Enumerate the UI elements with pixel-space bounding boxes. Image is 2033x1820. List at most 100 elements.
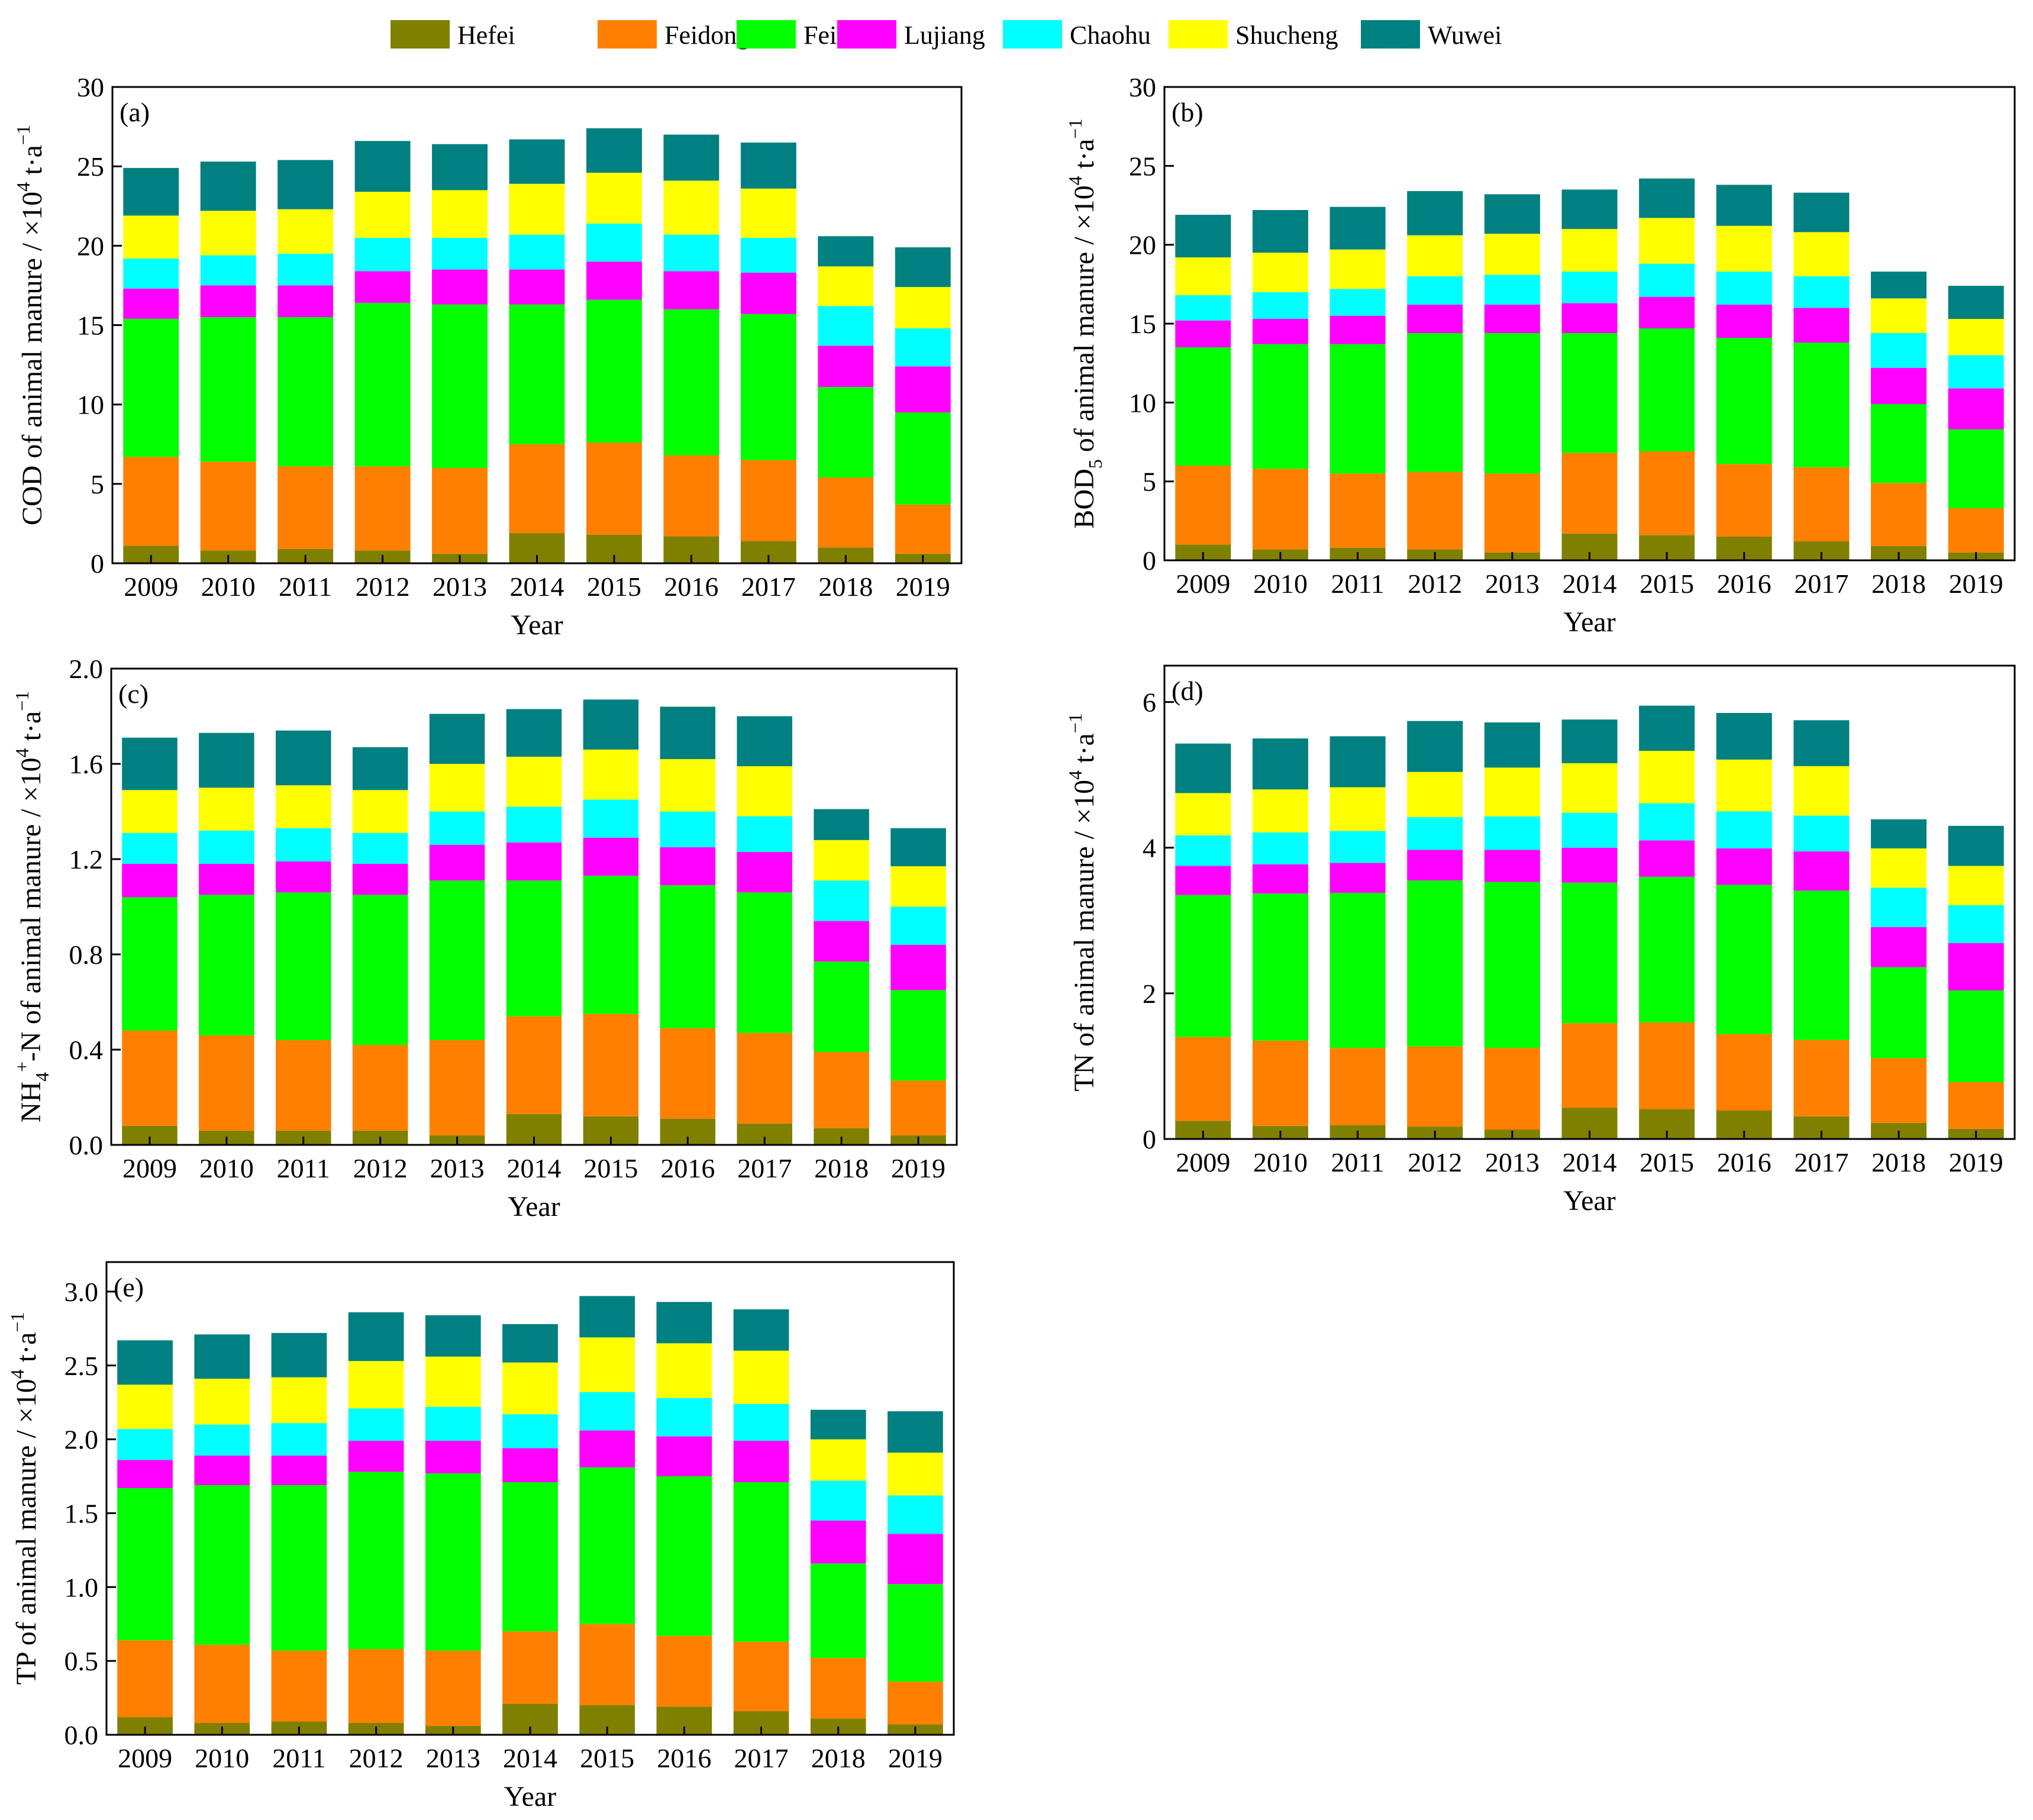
bar-lujiang-2009: [117, 1460, 173, 1489]
y-axis-title: COD of animal manure / ×104 t·a−1: [12, 125, 48, 525]
bar-lujiang-2016: [656, 1436, 712, 1477]
bar-feidong-2009: [1175, 466, 1231, 545]
bar-shucheng-2018: [1871, 848, 1927, 888]
bar-shucheng-2012: [354, 192, 411, 238]
x-tick-label-2014: 2014: [503, 1743, 557, 1773]
bar-wuwei-2013: [429, 714, 485, 764]
y-tick-label: 2.0: [69, 654, 104, 684]
chart-panel-c: 2009 2010 2011 2012 2013 2014 2015 2016 2017 2018…: [11, 654, 958, 1222]
bar-lujiang-2010: [1252, 864, 1308, 894]
legend-swatch-feixi: [737, 20, 796, 49]
bar-wuwei-2014: [506, 709, 562, 757]
bar-wuwei-2010: [194, 1334, 250, 1379]
x-tick-label-2016: 2016: [660, 1153, 715, 1183]
bar-lujiang-2010: [200, 285, 256, 318]
bar-feidong-2018: [1871, 483, 1927, 546]
bar-shucheng-2019: [1948, 866, 2004, 905]
x-tick-label-2015: 2015: [1640, 1147, 1694, 1177]
bar-feixi-2012: [1407, 333, 1463, 472]
bar-feixi-2013: [429, 880, 485, 1040]
bar-feidong-2018: [810, 1658, 866, 1719]
bar-shucheng-2018: [814, 840, 869, 881]
x-tick-label-2011: 2011: [1331, 1147, 1384, 1177]
bar-shucheng-2011: [1329, 787, 1386, 831]
bar-chaohu-2016: [656, 1398, 712, 1437]
bar-feixi-2011: [276, 892, 331, 1040]
bar-shucheng-2017: [740, 188, 796, 238]
bar-feidong-2013: [1484, 473, 1540, 553]
bar-feidong-2015: [1639, 451, 1695, 535]
x-axis-title: Year: [1563, 606, 1615, 638]
y-tick-label: 10: [77, 390, 104, 420]
bar-wuwei-2016: [1716, 185, 1772, 226]
legend-label-feidong: Feidong: [664, 21, 750, 50]
bar-feixi-2017: [737, 892, 792, 1033]
bar-feidong-2014: [1561, 453, 1618, 534]
bar-feixi-2014: [1561, 333, 1618, 453]
bar-chaohu-2016: [663, 234, 719, 272]
bar-chaohu-2010: [200, 255, 256, 286]
bar-feixi-2009: [122, 897, 178, 1031]
bar-feixi-2019: [890, 990, 946, 1081]
bar-feixi-2014: [509, 304, 565, 444]
bar-shucheng-2014: [1561, 763, 1618, 813]
bar-shucheng-2014: [1561, 229, 1618, 272]
y-tick-label: 0: [1143, 546, 1156, 576]
bar-feixi-2011: [277, 317, 334, 467]
bar-shucheng-2014: [502, 1362, 558, 1415]
bar-chaohu-2018: [1871, 888, 1927, 927]
bar-shucheng-2009: [122, 790, 178, 833]
bar-feidong-2012: [1407, 1046, 1463, 1127]
bar-wuwei-2011: [277, 160, 334, 209]
bar-lujiang-2014: [509, 269, 565, 305]
bar-wuwei-2015: [583, 699, 639, 750]
bar-chaohu-2010: [199, 830, 254, 864]
chart-panel-d: 2009 2010 2011 2012 2013 2014 2015 2016 2017 2018…: [1064, 664, 2016, 1216]
bar-feidong-2015: [583, 1014, 639, 1116]
bar-lujiang-2011: [1329, 863, 1386, 893]
bar-feidong-2015: [579, 1624, 635, 1706]
chart-panel-a: 2009 2010 2011 2012 2013 2014 2015 2016 2017 2018…: [12, 72, 963, 641]
y-tick-label: 1.0: [64, 1572, 99, 1602]
bar-lujiang-2018: [818, 346, 874, 388]
bar-wuwei-2017: [1793, 192, 1850, 233]
bar-feixi-2016: [660, 885, 716, 1028]
bar-feidong-2019: [890, 1080, 946, 1135]
y-tick-label: 1.2: [69, 844, 104, 874]
bar-chaohu-2015: [1639, 803, 1695, 841]
bar-chaohu-2013: [425, 1406, 481, 1441]
bar-feidong-2011: [271, 1650, 327, 1722]
bar-chaohu-2009: [117, 1429, 173, 1460]
legend-swatch-feidong: [598, 20, 657, 49]
bar-feixi-2009: [123, 318, 179, 457]
bar-feixi-2013: [432, 304, 488, 468]
y-axis-title: NH4+-N of animal manure / ×104 t·a−1: [11, 691, 53, 1123]
bar-feidong-2019: [895, 504, 951, 554]
bar-feixi-2012: [354, 302, 411, 467]
bar-chaohu-2018: [818, 306, 874, 346]
bar-feidong-2010: [1252, 469, 1308, 550]
panel-label: (e): [114, 1272, 144, 1302]
bar-feixi-2019: [895, 412, 951, 505]
y-tick-label: 0.8: [69, 940, 104, 970]
bar-lujiang-2015: [583, 837, 639, 876]
bar-wuwei-2010: [1252, 210, 1308, 253]
bar-shucheng-2010: [1252, 253, 1308, 292]
bar-feidong-2010: [200, 462, 256, 551]
legend-label-chaohu: Chaohu: [1070, 21, 1151, 50]
bar-wuwei-2017: [737, 716, 792, 767]
bar-shucheng-2018: [1871, 298, 1927, 333]
bar-feixi-2015: [579, 1467, 635, 1624]
bar-lujiang-2016: [663, 271, 719, 309]
bar-shucheng-2013: [425, 1356, 481, 1407]
bar-chaohu-2015: [583, 799, 639, 838]
bar-wuwei-2012: [1407, 721, 1463, 772]
y-tick-label: 3.0: [64, 1277, 99, 1307]
bar-chaohu-2019: [1948, 355, 2004, 389]
bar-lujiang-2012: [1407, 305, 1463, 333]
bar-feixi-2012: [1407, 880, 1463, 1047]
bar-wuwei-2014: [1561, 719, 1618, 763]
bar-chaohu-2012: [354, 237, 411, 272]
bar-chaohu-2012: [348, 1408, 404, 1441]
bar-feixi-2018: [1871, 967, 1927, 1059]
